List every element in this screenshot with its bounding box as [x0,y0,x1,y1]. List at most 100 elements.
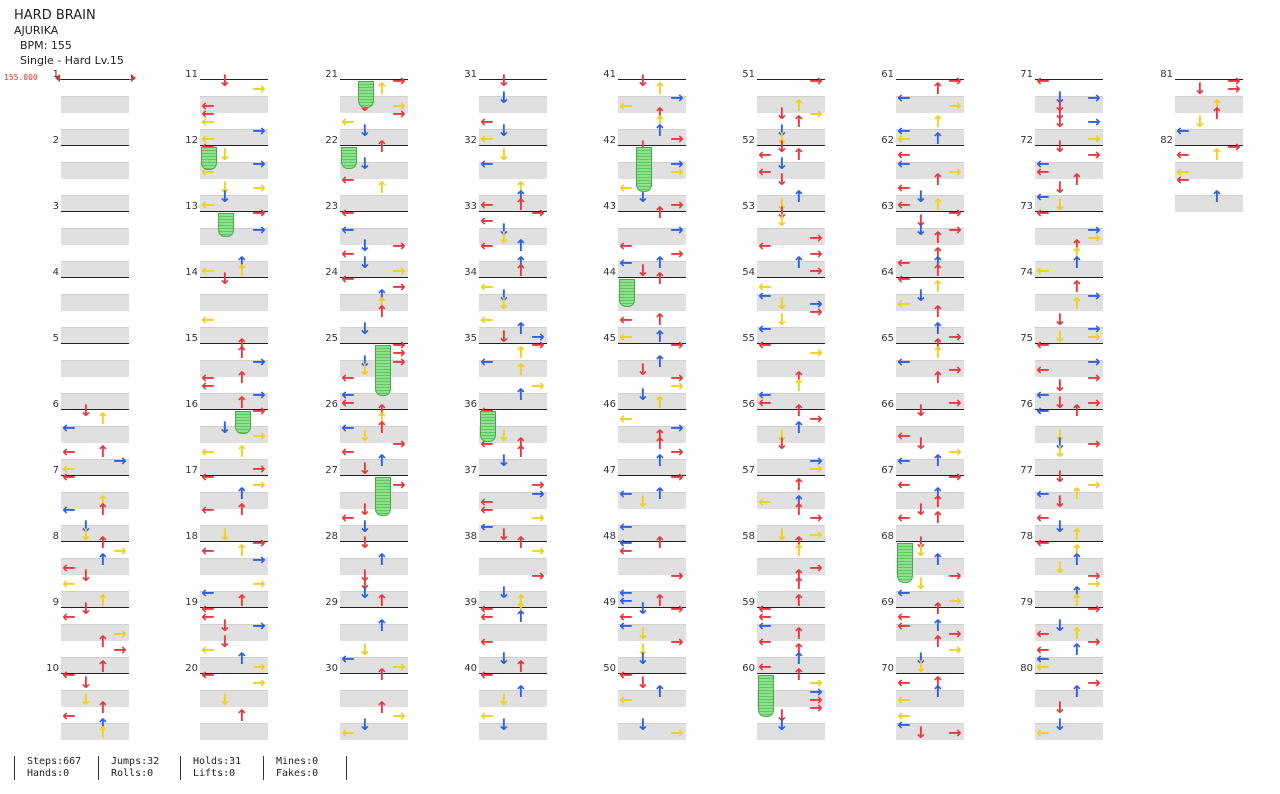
beat-band [1035,162,1103,179]
measure-number: 55 [742,333,755,344]
beat-band [479,690,547,707]
step-arrow-icon: → [809,227,823,247]
hold-note [235,411,251,434]
step-arrow-icon: ↑ [931,302,945,321]
measure-number: 60 [742,663,755,674]
measure: 42↓→→↓←↓→ [603,135,686,212]
beat-band [340,690,408,707]
beat-band [896,228,964,245]
step-arrow-icon: ← [758,656,772,676]
step-arrow-icon: ← [62,458,76,478]
step-arrow-icon: ↓ [79,689,93,709]
beat-band [479,96,547,113]
step-arrow-icon: ← [897,120,911,140]
step-arrow-icon: ↑ [96,722,110,742]
step-arrow-icon: ← [1176,170,1190,189]
step-arrow-icon: ↑ [1070,483,1084,503]
step-arrow-icon: ↓ [218,615,232,635]
step-arrow-icon: ↓ [358,640,372,660]
step-arrow-icon: ↑ [1070,582,1084,602]
chart-column: 31 ↓ ↓ ← ↓ ← 32 ↓ ← ↑ ↑ ← ↑ 33 → ← ↓ ↓ ← ↑ ↑ ↑ 34 ← ↓ ↓ ← ↑ ↓ → 35 → ↑ ← ↑… [464,0,547,740]
beat-band [1035,393,1103,410]
measure: 61 → ↑ ← → ↑ ← ← ↑ [881,69,964,146]
stat-group: Steps:667 Hands:0 [14,756,81,780]
difficulty-label: Single - Hard Lv.15 [20,54,124,67]
measure-number: 30 [325,663,338,674]
measure: 5 [53,333,129,410]
step-arrow-icon: ← [341,722,355,742]
measure-bar-line [618,277,686,278]
step-arrow-icon: → [252,153,266,173]
measure-bar-line [200,79,268,80]
measure-bar-line [618,607,686,608]
step-arrow-icon: ← [201,582,215,602]
step-arrow-icon: ↓ [497,145,511,165]
step-arrow-icon: → [809,260,823,280]
step-arrow-icon: ← [341,368,355,387]
measure-bar-line [757,343,825,344]
step-arrow-icon: ↓ [1053,137,1067,156]
step-arrow-icon: ← [480,153,494,173]
beat-band [1035,624,1103,641]
measure: 32 ↓ ← ↑ ↑ ← ↑ [464,135,547,212]
measure-number: 42 [603,135,616,146]
measure: 35 → ↑ ← ↑ → ↑ [464,333,547,410]
beat-band [200,426,268,443]
beat-band [200,723,268,740]
beat-band [479,558,547,575]
measure-number: 10 [46,663,59,674]
step-arrow-icon: ↑ [235,442,249,462]
step-arrow-icon: ↓ [636,384,650,404]
stat-hands: Hands:0 [27,768,70,779]
stat-group: Mines:0 Fakes:0 [263,756,318,780]
beat-band [618,525,686,542]
step-arrow-icon: ↑ [375,293,389,313]
step-arrow-icon: → [392,104,406,123]
step-arrow-icon: → [252,475,266,495]
step-arrow-icon: ↓ [636,714,650,734]
beat-band [1035,591,1103,608]
step-arrow-icon: → [252,425,266,445]
beat-band [479,459,547,476]
step-arrow-icon: ← [758,277,772,297]
beat-band [479,525,547,542]
measure: 12←↓→←→↓↓← [185,135,268,212]
step-arrow-icon: ↓ [914,401,928,420]
step-arrow-icon: ← [1036,203,1050,222]
measure: 11 ↓ → ← ← ← → ← [185,69,268,146]
step-arrow-icon: ↑ [514,599,528,618]
step-arrow-icon: → [252,203,266,222]
beat-band [340,558,408,575]
measure: 63 → ↓ ↓ → ↑ ↑ ↑ ← ↑ [881,201,964,278]
measure: 37 → → ← ← → ← ↓ [464,465,547,542]
hold-note [358,81,374,108]
step-arrow-icon: ← [480,211,494,231]
step-arrow-icon: ← [1036,260,1050,280]
step-arrow-icon: ← [341,442,355,462]
beat-band [1035,195,1103,212]
step-arrow-icon: ↑ [653,252,667,272]
step-arrow-icon: ↑ [792,145,806,165]
step-arrow-icon: → [252,574,266,594]
measure-number: 26 [325,399,338,410]
step-arrow-icon: ↑ [96,632,110,651]
step-arrow-icon: → [113,450,127,470]
measure-bar-line [340,607,408,608]
measure-bar-line [896,475,964,476]
measure: 79 → ↓ ↑ ← → ← ↑ ← ← [1020,597,1103,674]
song-title: HARD BRAIN [14,8,96,23]
step-arrow-icon: ← [758,285,772,305]
step-arrow-icon: ↓ [775,706,789,726]
measure-number: 47 [603,465,616,476]
measure-bar-line [479,277,547,278]
step-arrow-icon: ↓ [1053,392,1067,412]
beat-band [61,657,129,674]
beat-band [340,624,408,641]
step-arrow-icon: → [531,326,545,346]
step-arrow-icon: ← [897,475,911,495]
beat-band [479,327,547,344]
hold-note [218,213,234,237]
beat-band [896,129,964,146]
step-arrow-icon: ↓ [358,500,372,519]
step-arrow-icon: ↑ [792,475,806,495]
